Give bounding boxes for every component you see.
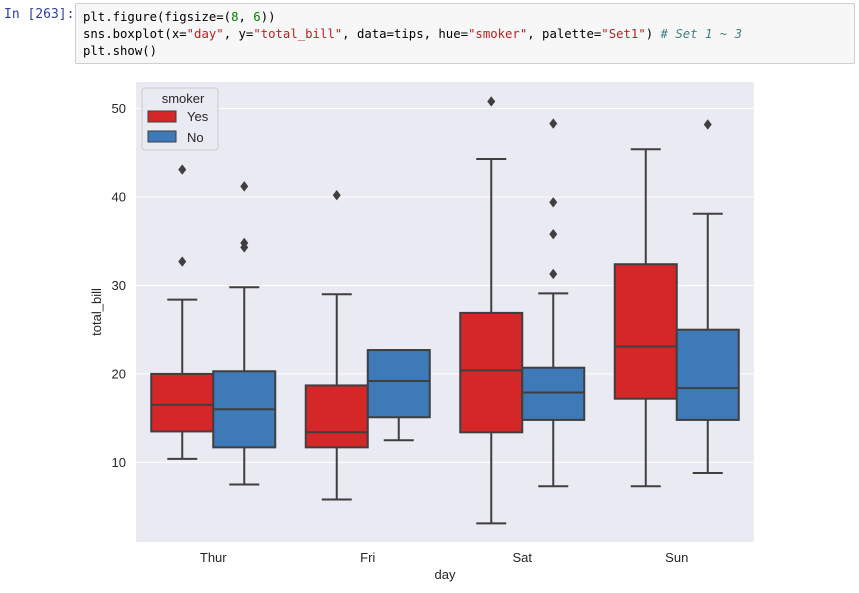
y-tick-20: 20: [112, 366, 126, 381]
code-line-3: plt.show(): [83, 44, 158, 58]
box-no-sat-iqr: [521, 366, 586, 421]
y-tick-40: 40: [112, 190, 126, 205]
box-no-fri-iqr: [366, 349, 431, 419]
code-editor[interactable]: plt.figure(figsize=(8, 6)) sns.boxplot(x…: [83, 9, 742, 60]
legend-title: smoker: [162, 91, 205, 106]
boxes: [150, 96, 740, 525]
box-no-thur-outlier-0: [240, 181, 249, 192]
legend-swatch-yes: [147, 110, 177, 123]
box-yes-thur-outlier-1: [178, 256, 187, 267]
legend: smoker Yes No: [141, 87, 219, 151]
box-yes-fri-outlier-0: [332, 190, 341, 201]
box-yes-sat-iqr: [459, 311, 524, 434]
x-tick-sun: Sun: [665, 550, 688, 565]
y-tick-labels: 10 20 30 40 50: [112, 101, 126, 470]
box-yes-fri-iqr: [304, 384, 369, 449]
legend-label-no: No: [187, 130, 204, 145]
box-yes-thur-iqr: [150, 372, 215, 433]
cell-prompt: In [263]:: [4, 7, 75, 22]
y-tick-30: 30: [112, 278, 126, 293]
legend-label-yes: Yes: [187, 109, 209, 124]
y-tick-50: 50: [112, 101, 126, 116]
legend-swatch-no: [147, 130, 177, 143]
y-axis-label: total_bill: [89, 288, 104, 336]
code-cell[interactable]: plt.figure(figsize=(8, 6)) sns.boxplot(x…: [75, 3, 855, 64]
code-line-2: sns.boxplot(x="day", y="total_bill", dat…: [83, 27, 742, 41]
box-no-sat-outlier-0: [549, 118, 558, 129]
box-no-sun-iqr: [675, 328, 740, 421]
code-line-1: plt.figure(figsize=(8, 6)): [83, 10, 276, 24]
box-no-sat-outlier-1: [549, 197, 558, 208]
x-tick-sat: Sat: [512, 550, 532, 565]
box-no-sat-outlier-3: [549, 268, 558, 280]
box-no-thur-outlier-2: [240, 242, 249, 253]
x-axis-label: day: [435, 567, 456, 582]
box-yes-thur-outlier-0: [178, 164, 187, 175]
x-tick-labels: Thur Fri Sat Sun: [200, 550, 688, 565]
box-no-sun-outlier-0: [703, 119, 712, 130]
box-no-sat-outlier-2: [549, 228, 558, 240]
box-yes-sun-iqr: [613, 263, 678, 400]
box-yes-sat-outlier-0: [487, 96, 496, 107]
x-tick-fri: Fri: [360, 550, 375, 565]
y-tick-10: 10: [112, 455, 126, 470]
x-tick-thur: Thur: [200, 550, 227, 565]
